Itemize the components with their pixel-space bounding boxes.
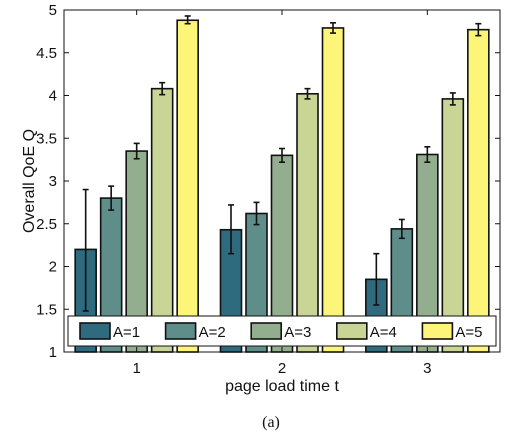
y-tick-label: 5 bbox=[49, 2, 57, 19]
legend-label: A=5 bbox=[455, 324, 482, 341]
legend-label: A=2 bbox=[199, 324, 226, 341]
y-tick-label: 2.5 bbox=[36, 216, 57, 233]
y-tick-label: 3 bbox=[49, 173, 57, 190]
legend-label: A=4 bbox=[370, 324, 397, 341]
y-tick-label: 1.5 bbox=[36, 301, 57, 318]
bar bbox=[321, 27, 345, 353]
bar bbox=[150, 87, 174, 353]
bar bbox=[296, 92, 319, 353]
y-tick-label: 4.5 bbox=[36, 45, 57, 62]
legend-swatch bbox=[421, 322, 454, 340]
y-tick-label: 3.5 bbox=[36, 130, 57, 147]
legend-swatch bbox=[164, 322, 197, 340]
legend: A=1 A=2 A=3 A=4 A=5 bbox=[67, 315, 497, 347]
axes: 1 1.5 2 2.5 3 3.5 4 4.5 5 1 2 3 bbox=[36, 2, 501, 377]
y-axis-title: Overall QoE Q bbox=[21, 129, 38, 233]
y-tick-label: 2 bbox=[49, 259, 57, 276]
x-tick-label: 2 bbox=[278, 360, 286, 377]
bar bbox=[467, 28, 490, 353]
x-tick-label: 1 bbox=[132, 360, 140, 377]
figure-caption: (a) bbox=[262, 414, 280, 431]
bar bbox=[176, 19, 199, 353]
y-tick-label: 1 bbox=[49, 344, 57, 361]
legend-label: A=1 bbox=[113, 324, 140, 341]
legend-swatch bbox=[79, 322, 111, 340]
y-tick-label: 4 bbox=[49, 88, 57, 105]
legend-swatch bbox=[335, 322, 368, 340]
x-axis-title: page load time t bbox=[225, 378, 339, 395]
bar bbox=[441, 98, 465, 353]
legend-label: A=3 bbox=[284, 324, 311, 341]
legend-swatch bbox=[250, 322, 282, 340]
x-tick-label: 3 bbox=[423, 360, 431, 377]
plot-area bbox=[74, 15, 490, 353]
